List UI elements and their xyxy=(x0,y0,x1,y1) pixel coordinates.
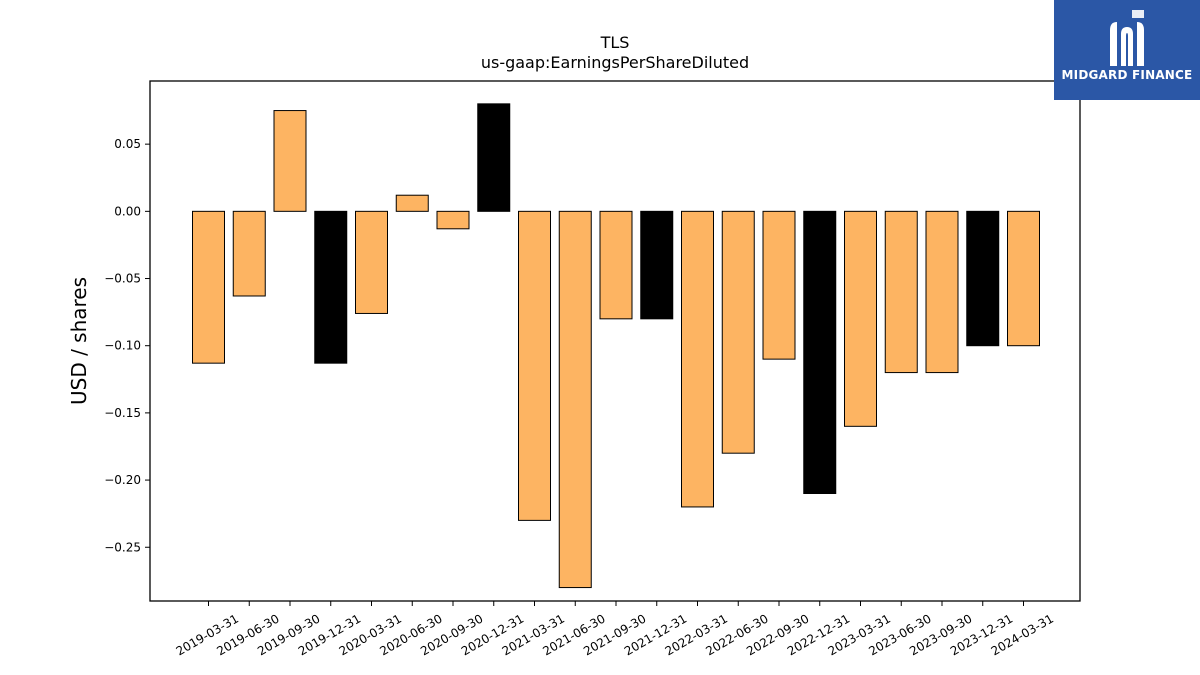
logo-text: MIDGARD FINANCE xyxy=(1061,68,1193,82)
bar-2019-06-30 xyxy=(232,210,266,297)
bar-2022-12-31 xyxy=(803,210,837,495)
bar-2023-09-30 xyxy=(925,210,959,374)
y-axis: 0.05 0.00 −0.05 −0.10 −0.15 −0.20 −0.25 xyxy=(104,137,150,554)
bar-2023-12-31 xyxy=(966,210,1000,347)
y-axis-label: USD / shares xyxy=(67,277,91,405)
bar-2021-06-30 xyxy=(558,210,592,589)
bar-2021-12-31 xyxy=(640,210,674,320)
bar-2021-09-30 xyxy=(599,210,633,320)
y-tick-label: −0.20 xyxy=(104,473,141,487)
bar-2022-06-30 xyxy=(721,210,755,454)
bar-2020-06-30 xyxy=(395,194,429,212)
bar-2024-03-31 xyxy=(1007,210,1040,347)
bar-2022-09-30 xyxy=(762,210,796,360)
bar-2019-09-30 xyxy=(273,110,307,212)
plot-frame xyxy=(149,80,1081,602)
bar-2020-03-31 xyxy=(355,210,388,314)
bar-2019-03-31 xyxy=(192,210,225,364)
bars-layer xyxy=(192,103,1040,589)
bar-2019-12-31 xyxy=(314,210,348,364)
bar-2020-09-30 xyxy=(436,210,470,230)
bar-2020-12-31 xyxy=(477,103,511,212)
bar-2022-03-31 xyxy=(681,210,714,508)
x-axis: 2019-03-312019-06-302019-09-302019-12-31… xyxy=(174,601,1056,658)
y-tick-label: 0.00 xyxy=(114,204,141,218)
chart-title: TLS xyxy=(600,33,630,52)
y-tick-label: −0.05 xyxy=(104,272,141,286)
bar-2023-06-30 xyxy=(884,210,918,374)
y-tick-label: −0.10 xyxy=(104,339,141,353)
chart-subtitle: us-gaap:EarningsPerShareDiluted xyxy=(481,53,749,72)
midgard-finance-logo: MIDGARD FINANCE xyxy=(1054,0,1200,100)
bar-2023-03-31 xyxy=(844,210,877,427)
y-tick-label: 0.05 xyxy=(114,137,141,151)
logo-mark-icon xyxy=(1110,10,1144,66)
y-tick-label: −0.25 xyxy=(104,540,141,554)
y-tick-label: −0.15 xyxy=(104,406,141,420)
bar-2021-03-31 xyxy=(518,210,551,521)
